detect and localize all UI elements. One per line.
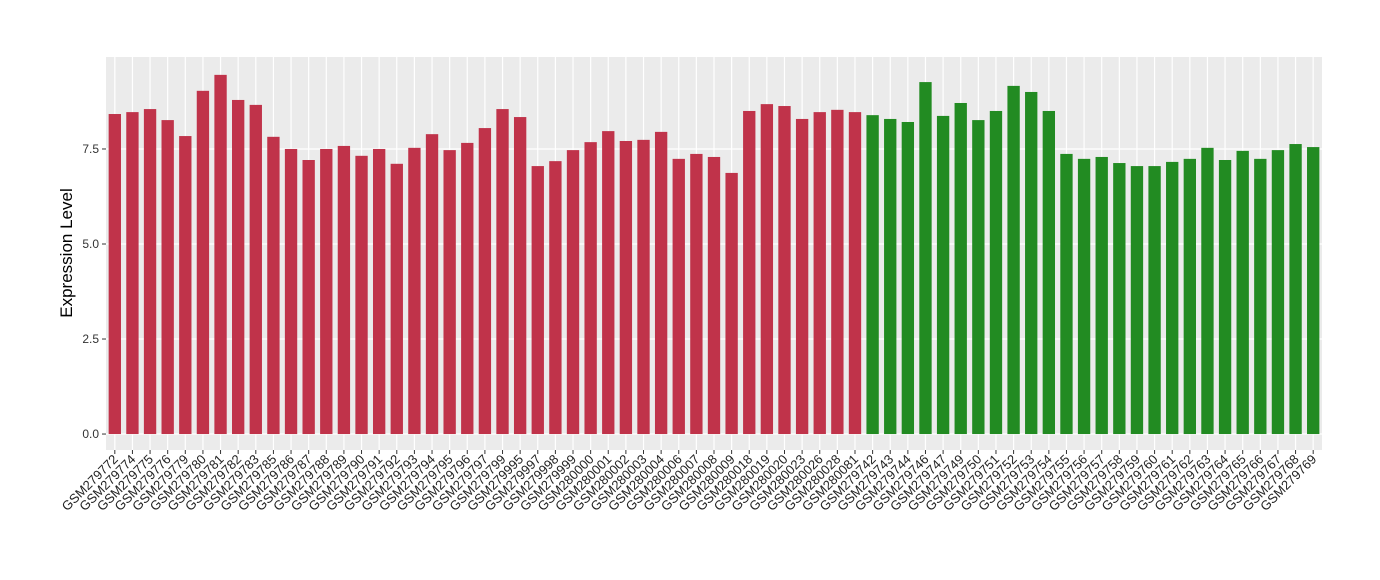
bar bbox=[1025, 91, 1038, 435]
bar bbox=[813, 112, 826, 435]
bar bbox=[337, 145, 351, 435]
bar bbox=[672, 158, 685, 435]
bar bbox=[1201, 147, 1214, 435]
bar bbox=[602, 131, 615, 435]
bar bbox=[496, 109, 509, 435]
bar bbox=[513, 117, 527, 435]
bar bbox=[372, 148, 386, 435]
bar bbox=[866, 115, 879, 435]
bar bbox=[1042, 110, 1056, 435]
bar bbox=[690, 153, 703, 435]
bar bbox=[161, 120, 174, 435]
bar bbox=[461, 142, 474, 435]
bar bbox=[143, 109, 157, 435]
bar bbox=[584, 142, 597, 435]
bar bbox=[232, 99, 245, 435]
bar bbox=[355, 155, 368, 435]
bar bbox=[972, 120, 985, 435]
bar bbox=[1183, 158, 1196, 435]
bar bbox=[654, 131, 668, 435]
bar bbox=[566, 150, 580, 435]
bar bbox=[1095, 156, 1108, 435]
bar bbox=[302, 160, 315, 435]
bar bbox=[1148, 166, 1161, 435]
y-tick-label: 7.5 bbox=[82, 142, 99, 156]
bar bbox=[778, 106, 791, 435]
bar bbox=[531, 166, 544, 435]
bar bbox=[901, 121, 915, 435]
bar bbox=[936, 115, 950, 435]
bar bbox=[320, 148, 333, 435]
bar bbox=[1077, 158, 1091, 435]
bar bbox=[478, 128, 492, 435]
bar bbox=[707, 156, 721, 435]
bar bbox=[390, 163, 403, 435]
bar bbox=[637, 139, 650, 435]
bar bbox=[249, 104, 262, 435]
y-tick-label: 0.0 bbox=[82, 427, 99, 441]
bar bbox=[760, 104, 774, 435]
bar bbox=[267, 136, 280, 435]
bar bbox=[408, 147, 421, 435]
bar bbox=[1289, 144, 1302, 435]
bar bbox=[954, 102, 967, 435]
y-axis-title: Expression Level bbox=[57, 188, 76, 317]
bar bbox=[1236, 150, 1249, 435]
bar bbox=[1113, 163, 1126, 435]
bar bbox=[214, 74, 227, 435]
bar bbox=[443, 150, 456, 435]
y-tick-label: 2.5 bbox=[82, 332, 99, 346]
bar bbox=[848, 112, 862, 435]
bar bbox=[1271, 150, 1285, 435]
bar bbox=[126, 112, 139, 435]
bar bbox=[989, 110, 1003, 435]
bar bbox=[831, 109, 844, 435]
bar bbox=[1254, 158, 1267, 435]
bar bbox=[884, 118, 897, 435]
bar bbox=[1130, 166, 1144, 435]
bar bbox=[284, 148, 298, 435]
bar bbox=[1166, 161, 1179, 435]
bar bbox=[743, 110, 756, 435]
bar bbox=[1218, 160, 1232, 435]
bar bbox=[919, 82, 932, 435]
bar bbox=[725, 172, 738, 435]
bar bbox=[619, 140, 633, 435]
bar bbox=[795, 118, 809, 435]
bar bbox=[108, 114, 121, 435]
bar bbox=[425, 134, 439, 435]
bar bbox=[196, 90, 210, 435]
bar bbox=[1007, 85, 1020, 435]
bar bbox=[1060, 153, 1073, 435]
bar bbox=[179, 136, 192, 435]
bar bbox=[1307, 147, 1320, 435]
bar bbox=[549, 161, 562, 435]
y-tick-label: 5.0 bbox=[82, 237, 99, 251]
